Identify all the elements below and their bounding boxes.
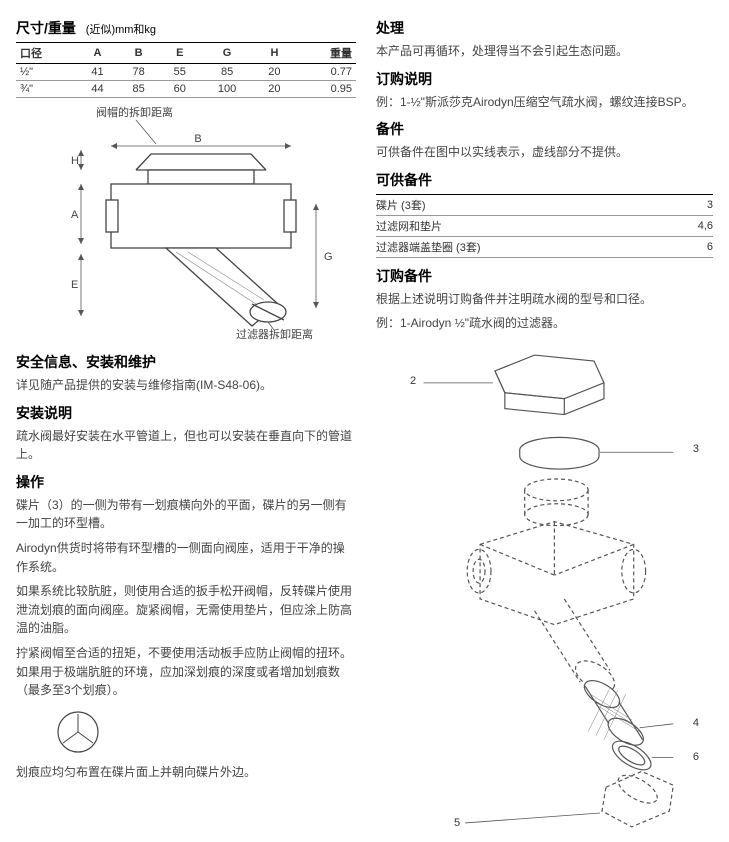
callout-5: 5 [454, 817, 460, 829]
callout-4: 4 [693, 717, 699, 729]
diag-bottom-label: 过滤器拆卸距离 [236, 327, 313, 341]
table-row: ¾"448560100200.95 [16, 81, 356, 98]
table-cell: 4,6 [670, 215, 713, 236]
table-row: 过滤器端盖垫圈 (3套)6 [376, 236, 713, 257]
safety-body: 详见随产品提供的安装与维修指南(IM-S48-06)。 [16, 376, 356, 395]
order-spares-heading: 订购备件 [376, 266, 713, 286]
dims-col: B [118, 43, 159, 64]
table-cell: 44 [77, 81, 118, 98]
dims-table: 口径ABEGH重量 ½"41785585200.77¾"448560100200… [16, 42, 356, 98]
spares-heading: 备件 [376, 119, 713, 139]
op-p2: Airodyn供货时将带有环型槽的一侧面向阀座，适用于干净的操作系统。 [16, 539, 356, 576]
install-heading: 安装说明 [16, 403, 356, 423]
table-cell: 20 [254, 81, 295, 98]
spares-table: 碟片 (3套)3过滤网和垫片4,6过滤器端盖垫圈 (3套)6 [376, 194, 713, 258]
table-row: ½"41785585200.77 [16, 64, 356, 81]
dimensional-diagram: 阀帽的拆卸距离 B H A E G [16, 104, 356, 344]
callout-3: 3 [693, 443, 699, 455]
dims-col: A [77, 43, 118, 64]
dims-col: 重量 [295, 43, 356, 64]
dims-subtitle: (近似)mm和kg [86, 24, 156, 36]
handling-body: 本产品可再循环，处理得当不会引起生态问题。 [376, 42, 713, 61]
exploded-diagram: 2 3 4 5 6 [376, 339, 713, 839]
table-cell: 85 [118, 81, 159, 98]
op-p5: 划痕应均匀布置在碟片面上并朝向碟片外边。 [16, 763, 356, 782]
callout-2: 2 [410, 375, 416, 387]
op-p1: 碟片（3）的一侧为带有一划痕横向外的平面，碟片的另一侧有一加工的环型槽。 [16, 496, 356, 533]
handling-heading: 处理 [376, 18, 713, 38]
svg-text:A: A [71, 209, 79, 221]
disc-icon [56, 710, 100, 754]
svg-text:E: E [71, 279, 78, 291]
table-row: 过滤网和垫片4,6 [376, 215, 713, 236]
table-cell: 100 [200, 81, 254, 98]
order-spares-p1: 根据上述说明订购备件并注明疏水阀的型号和口径。 [376, 290, 713, 309]
op-heading: 操作 [16, 472, 356, 492]
spares-body: 可供备件在图中以实线表示，虚线部分不提供。 [376, 143, 713, 162]
table-cell: 0.95 [295, 81, 356, 98]
op-p3: 如果系统比较肮脏，则使用合适的扳手松开阀帽，反转碟片使用泄流划痕的面向阀座。旋紧… [16, 582, 356, 638]
dims-col: G [200, 43, 254, 64]
table-cell: 55 [159, 64, 200, 81]
order-spares-p2: 例：1-Airodyn ½"疏水阀的过滤器。 [376, 314, 713, 333]
svg-text:B: B [194, 133, 201, 145]
avail-heading: 可供备件 [376, 170, 713, 190]
table-cell: 过滤器端盖垫圈 (3套) [376, 236, 670, 257]
op-p4: 拧紧阀帽至合适的扭矩，不要使用活动板手应防止阀帽的扭环。如果用于极端肮脏的环境，… [16, 644, 356, 700]
table-cell: 85 [200, 64, 254, 81]
table-cell: 78 [118, 64, 159, 81]
dims-title: 尺寸/重量 [16, 20, 76, 36]
diag-top-label: 阀帽的拆卸距离 [96, 105, 173, 119]
table-cell: 0.77 [295, 64, 356, 81]
table-cell: ¾" [16, 81, 77, 98]
table-cell: 3 [670, 194, 713, 215]
table-cell: 碟片 (3套) [376, 194, 670, 215]
dims-col: E [159, 43, 200, 64]
table-cell: 60 [159, 81, 200, 98]
dims-heading: 尺寸/重量 (近似)mm和kg [16, 18, 356, 38]
svg-text:H: H [71, 155, 79, 167]
table-cell: 41 [77, 64, 118, 81]
dims-col: H [254, 43, 295, 64]
table-row: 碟片 (3套)3 [376, 194, 713, 215]
callout-6: 6 [693, 751, 699, 763]
table-cell: ½" [16, 64, 77, 81]
dims-col: 口径 [16, 43, 77, 64]
install-body: 疏水阀最好安装在水平管道上，但也可以安装在垂直向下的管道上。 [16, 427, 356, 464]
order-heading: 订购说明 [376, 69, 713, 89]
table-cell: 20 [254, 64, 295, 81]
order-body: 例：1-½"斯派莎克Airodyn压缩空气疏水阀，螺纹连接BSP。 [376, 93, 713, 112]
safety-heading: 安全信息、安装和维护 [16, 352, 356, 372]
table-cell: 6 [670, 236, 713, 257]
table-cell: 过滤网和垫片 [376, 215, 670, 236]
svg-text:G: G [324, 251, 333, 263]
